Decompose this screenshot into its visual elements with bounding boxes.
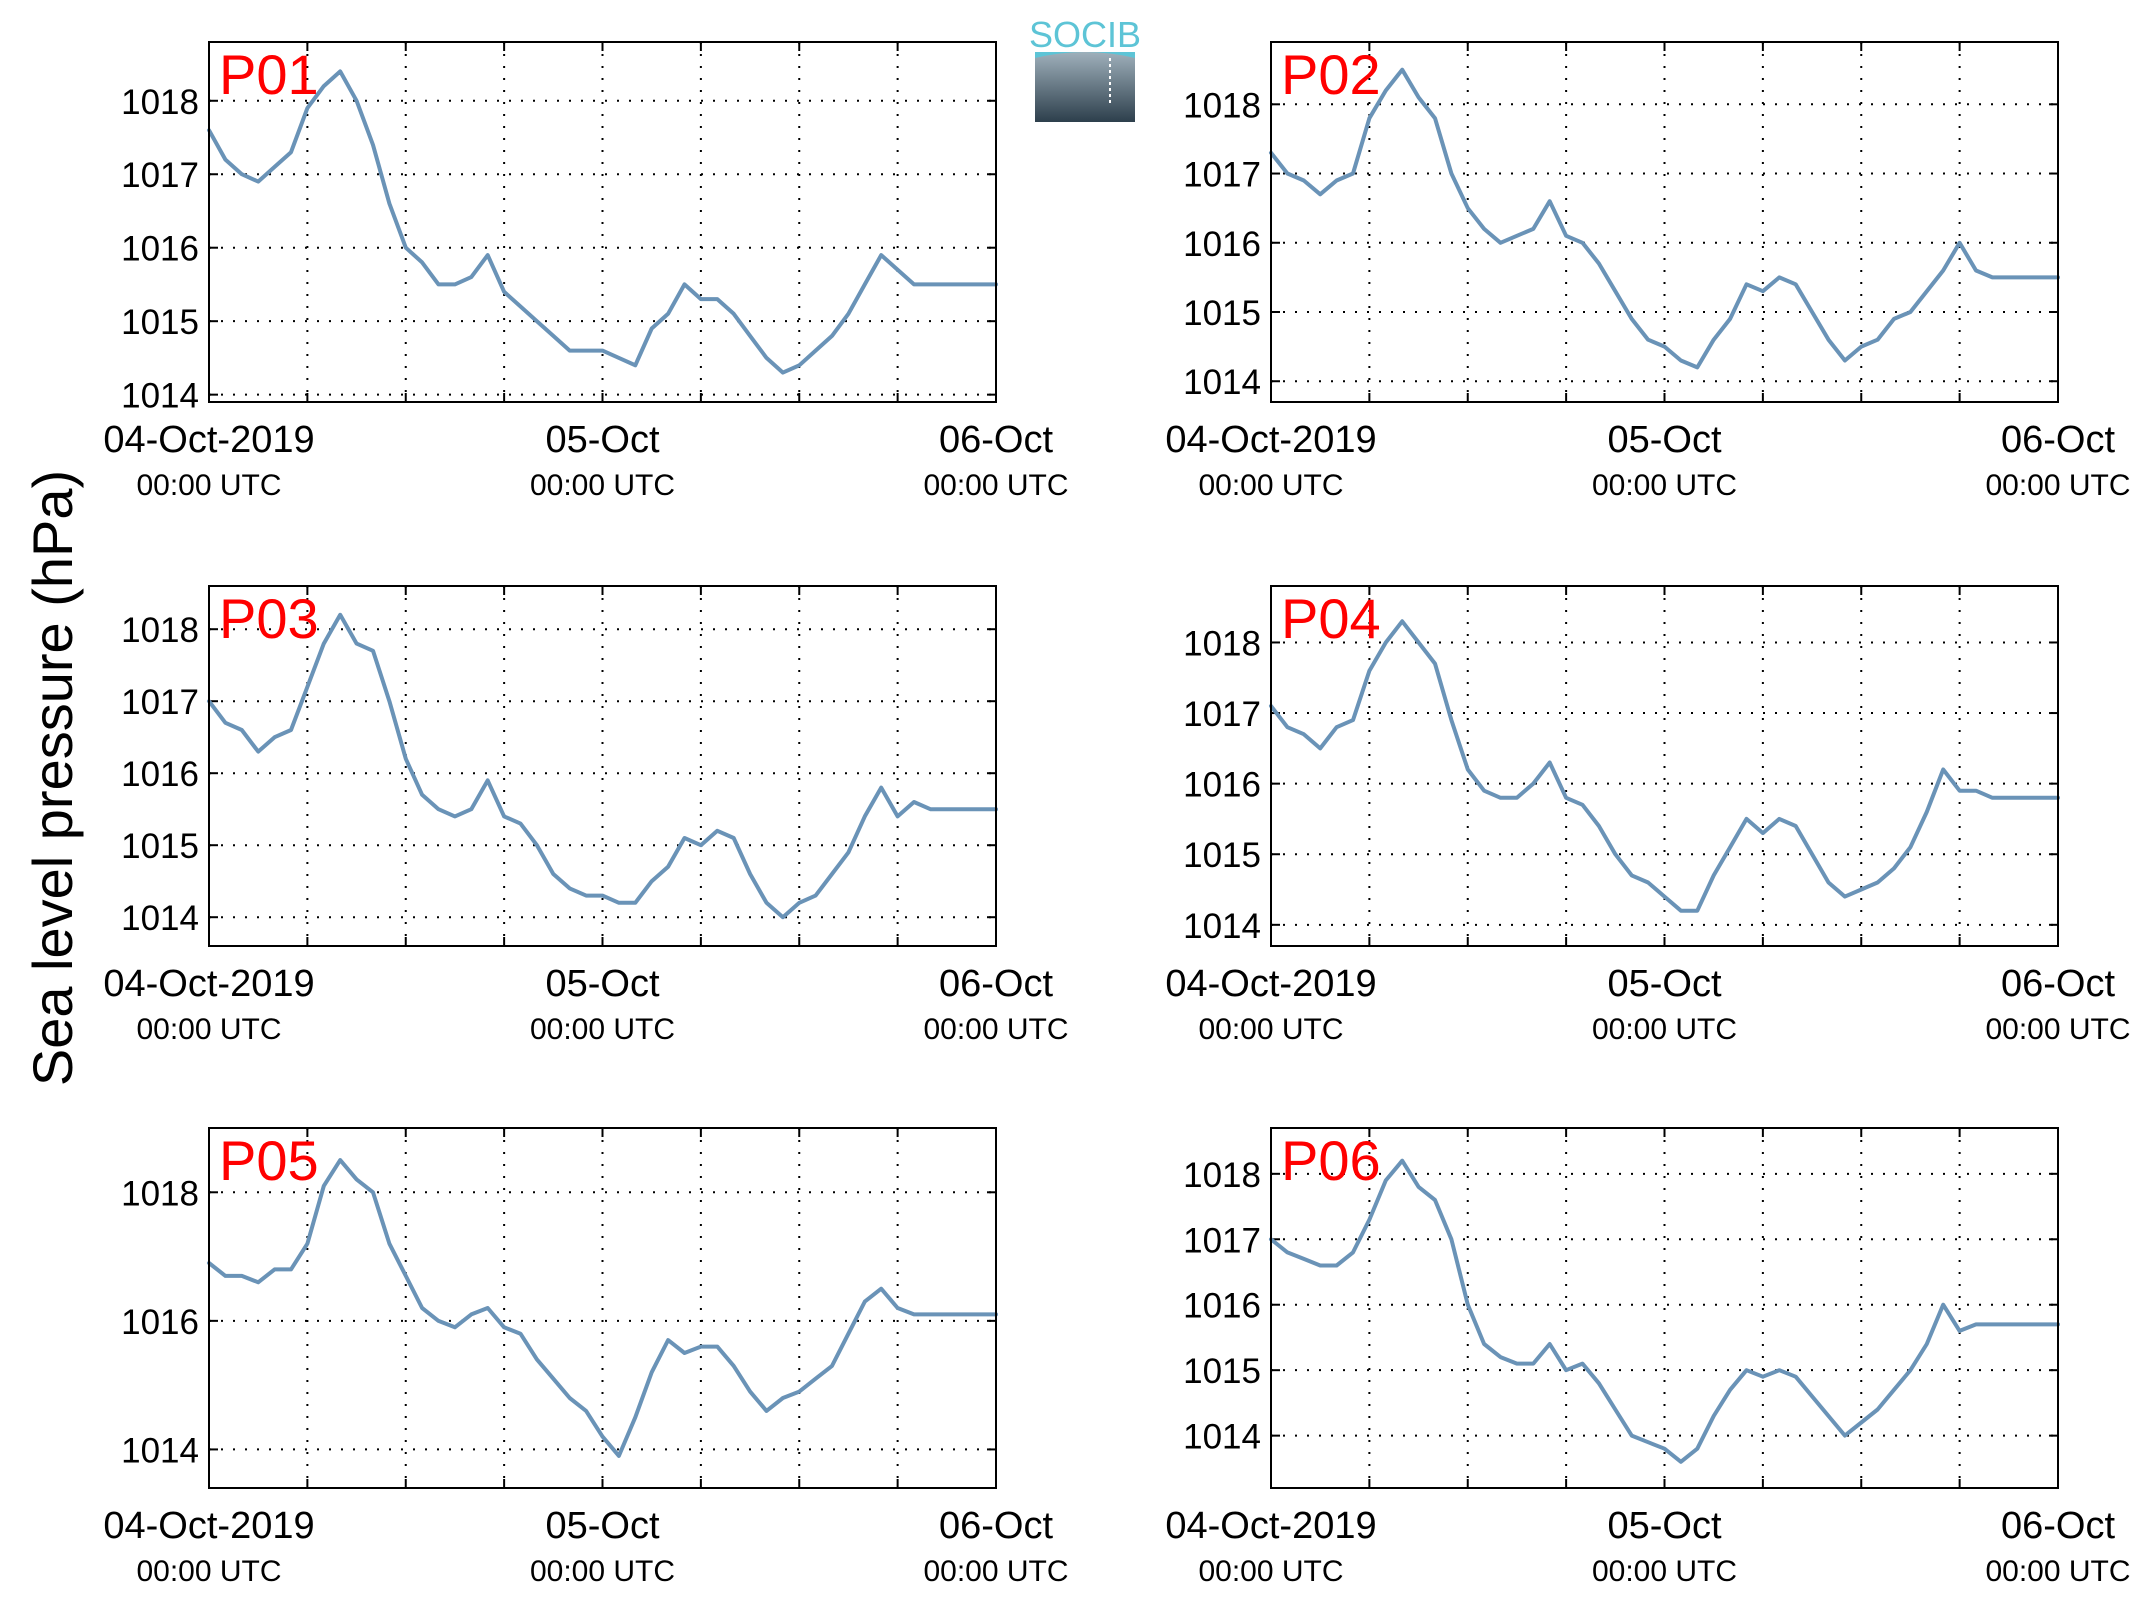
x-tick-label-date: 06-Oct — [2001, 963, 2115, 1005]
y-tick-label: 1016 — [1183, 225, 1261, 264]
x-tick-label-date: 04-Oct-2019 — [103, 1505, 314, 1547]
x-tick-label-date: 06-Oct — [2001, 1505, 2115, 1547]
chart-panel-2: 1014 1015 1016 1017 1018 P02 04-Oct-2019 00:00 … — [1165, 41, 2131, 502]
x-tick-label-time: 00:00 UTC — [1985, 1013, 2130, 1046]
y-tick-label: 1014 — [1183, 363, 1261, 402]
y-tick-label: 1015 — [1183, 1352, 1261, 1391]
x-tick-label-time: 00:00 UTC — [530, 469, 675, 502]
pressure-series-line — [207, 1158, 998, 1458]
y-tick-label: 1018 — [121, 1174, 199, 1213]
x-tick-label-date: 05-Oct — [1607, 419, 1721, 461]
chart-panel-5: 1014 1016 1018 P05 04-Oct-2019 00:00 UTC 05-Oc… — [103, 1127, 1069, 1588]
x-tick-label-date: 04-Oct-2019 — [1165, 963, 1376, 1005]
y-tick-label: 1018 — [1183, 1156, 1261, 1195]
x-tick-label-date: 05-Oct — [545, 963, 659, 1005]
x-tick-label-time: 00:00 UTC — [923, 1013, 1068, 1046]
y-tick-label: 1017 — [121, 156, 199, 195]
y-axis-label: Sea level pressure (hPa) — [21, 470, 84, 1086]
y-tick-label: 1015 — [121, 827, 199, 866]
socib-logo-block — [1035, 52, 1135, 122]
x-tick-label-time: 00:00 UTC — [923, 469, 1068, 502]
plot-frame — [208, 41, 997, 403]
x-tick-label-time: 00:00 UTC — [1198, 1013, 1343, 1046]
y-tick-label: 1018 — [121, 611, 199, 650]
x-tick-label-time: 00:00 UTC — [1592, 469, 1737, 502]
y-tick-label: 1014 — [121, 377, 199, 416]
x-tick-label-time: 00:00 UTC — [1592, 1555, 1737, 1588]
chart-panel-6: 1014 1015 1016 1017 1018 P06 04-Oct-2019 00:00 … — [1165, 1127, 2131, 1588]
y-tick-label: 1015 — [1183, 836, 1261, 875]
y-tick-label: 1018 — [1183, 86, 1261, 125]
y-tick-label: 1018 — [1183, 624, 1261, 663]
x-tick-label-date: 04-Oct-2019 — [103, 963, 314, 1005]
chart-panel-1: 1014 1015 1016 1017 1018 P01 04-Oct-2019 00:00 … — [103, 41, 1069, 502]
y-tick-label: 1014 — [1183, 1418, 1261, 1457]
y-tick-label: 1015 — [121, 303, 199, 342]
x-tick-label-time: 00:00 UTC — [1592, 1013, 1737, 1046]
panel-title: P03 — [219, 587, 319, 650]
y-tick-label: 1014 — [121, 1431, 199, 1470]
socib-logo-text: SOCIB — [1029, 14, 1141, 55]
x-tick-label-time: 00:00 UTC — [923, 1555, 1068, 1588]
plot-frame — [1270, 585, 2059, 947]
plot-frame — [208, 585, 997, 947]
chart-panel-3: 1014 1015 1016 1017 1018 P03 04-Oct-2019 00:00 … — [103, 585, 1069, 1046]
plot-frame — [1270, 1127, 2059, 1489]
x-tick-label-date: 04-Oct-2019 — [1165, 1505, 1376, 1547]
y-tick-label: 1018 — [121, 83, 199, 122]
x-tick-label-time: 00:00 UTC — [136, 1013, 281, 1046]
x-tick-label-date: 05-Oct — [545, 1505, 659, 1547]
y-tick-label: 1015 — [1183, 294, 1261, 333]
y-tick-label: 1016 — [1183, 1287, 1261, 1326]
y-tick-label: 1017 — [121, 683, 199, 722]
pressure-series-line — [1269, 67, 2060, 370]
x-tick-label-time: 00:00 UTC — [530, 1555, 675, 1588]
panel-title: P05 — [219, 1129, 319, 1192]
x-tick-label-date: 05-Oct — [1607, 963, 1721, 1005]
y-tick-label: 1016 — [121, 230, 199, 269]
x-tick-label-date: 05-Oct — [1607, 1505, 1721, 1547]
panel-title: P04 — [1281, 587, 1381, 650]
x-tick-label-time: 00:00 UTC — [530, 1013, 675, 1046]
x-tick-label-time: 00:00 UTC — [136, 1555, 281, 1588]
plot-frame — [208, 1127, 997, 1489]
y-tick-label: 1016 — [121, 755, 199, 794]
y-tick-label: 1014 — [121, 899, 199, 938]
x-tick-label-date: 06-Oct — [939, 419, 1053, 461]
panel-title: P01 — [219, 43, 319, 106]
chart-panel-4: 1014 1015 1016 1017 1018 P04 04-Oct-2019 00:00 … — [1165, 585, 2131, 1046]
socib-logo-wave — [1035, 52, 1135, 58]
x-tick-label-time: 00:00 UTC — [1198, 1555, 1343, 1588]
x-tick-label-date: 06-Oct — [2001, 419, 2115, 461]
pressure-series-line — [207, 612, 998, 920]
x-tick-label-date: 05-Oct — [545, 419, 659, 461]
pressure-series-line — [1269, 1158, 2060, 1464]
socib-logo: SOCIB — [1029, 14, 1141, 122]
y-tick-label: 1014 — [1183, 907, 1261, 946]
panels: 1014 1015 1016 1017 1018 P01 04-Oct-2019 00:00 … — [103, 41, 2131, 1588]
y-tick-label: 1016 — [1183, 766, 1261, 805]
panel-title: P02 — [1281, 43, 1381, 106]
y-tick-label: 1017 — [1183, 1221, 1261, 1260]
y-tick-label: 1017 — [1183, 695, 1261, 734]
plot-frame — [1270, 41, 2059, 403]
x-tick-label-date: 06-Oct — [939, 963, 1053, 1005]
x-tick-label-date: 06-Oct — [939, 1505, 1053, 1547]
x-tick-label-date: 04-Oct-2019 — [1165, 419, 1376, 461]
pressure-series-line — [207, 69, 998, 375]
x-tick-label-time: 00:00 UTC — [1985, 1555, 2130, 1588]
x-tick-label-time: 00:00 UTC — [1198, 469, 1343, 502]
y-tick-label: 1017 — [1183, 156, 1261, 195]
x-tick-label-time: 00:00 UTC — [136, 469, 281, 502]
y-tick-label: 1016 — [121, 1303, 199, 1342]
pressure-series-line — [1269, 619, 2060, 913]
panel-title: P06 — [1281, 1129, 1381, 1192]
x-tick-label-time: 00:00 UTC — [1985, 469, 2130, 502]
x-tick-label-date: 04-Oct-2019 — [103, 419, 314, 461]
